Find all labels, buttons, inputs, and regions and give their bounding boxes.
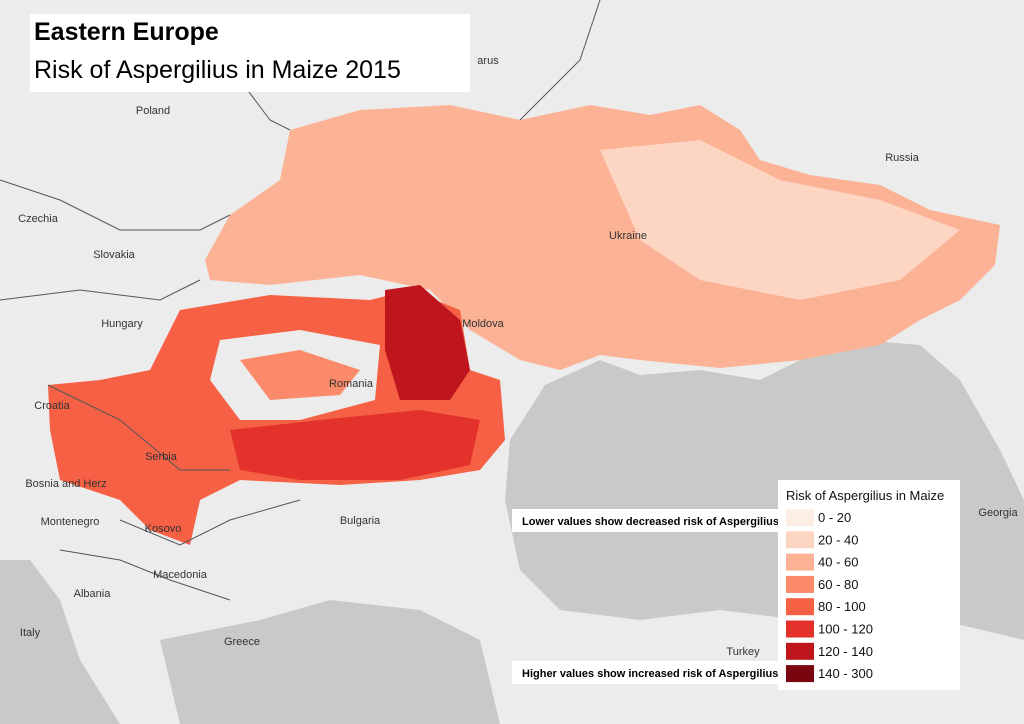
place-label: arus bbox=[477, 55, 499, 67]
place-label: Czechia bbox=[18, 213, 59, 225]
legend-swatch bbox=[786, 509, 814, 526]
place-label: Greece bbox=[224, 636, 260, 648]
place-label: Poland bbox=[136, 105, 170, 117]
legend-swatch bbox=[786, 531, 814, 549]
legend-label: 100 - 120 bbox=[818, 622, 873, 637]
moldova-border-risk bbox=[385, 285, 470, 400]
place-label: Montenegro bbox=[41, 516, 100, 528]
ukraine-risk bbox=[205, 105, 1000, 370]
place-label: Moldova bbox=[462, 318, 504, 330]
place-label: Slovakia bbox=[93, 249, 135, 261]
place-label: Turkey bbox=[726, 646, 760, 658]
danube-risk bbox=[230, 410, 480, 480]
legend-label: 120 - 140 bbox=[818, 644, 873, 659]
place-label: Hungary bbox=[101, 318, 143, 330]
legend-swatch bbox=[786, 575, 814, 593]
legend-label: 40 - 60 bbox=[818, 555, 858, 570]
place-label: Romania bbox=[329, 378, 374, 390]
place-label: Macedonia bbox=[153, 569, 208, 581]
place-label: Kosovo bbox=[145, 523, 182, 535]
legend-swatch bbox=[786, 642, 814, 660]
legend-label: 20 - 40 bbox=[818, 532, 858, 547]
note-box bbox=[512, 661, 778, 684]
legend-swatch bbox=[786, 620, 814, 638]
transylvania-risk bbox=[240, 350, 360, 400]
ukraine-low-risk bbox=[600, 140, 960, 300]
note-low: Lower values show decreased risk of Aspe… bbox=[522, 516, 779, 528]
place-label: Albania bbox=[74, 588, 112, 600]
country-borders bbox=[0, 0, 601, 601]
legend-label: 60 - 80 bbox=[818, 577, 858, 592]
place-label: Georgia bbox=[978, 507, 1018, 519]
title-box bbox=[30, 14, 470, 92]
adriatic-sea bbox=[0, 560, 120, 724]
place-label: Russia bbox=[885, 152, 920, 164]
place-label: Bosnia and Herz bbox=[25, 478, 106, 490]
legend-label: 0 - 20 bbox=[818, 510, 851, 525]
legend-title: Risk of Aspergilius in Maize bbox=[786, 488, 944, 503]
legend-label: 140 - 300 bbox=[818, 666, 873, 681]
place-label: Serbia bbox=[145, 451, 178, 463]
legend-swatch bbox=[786, 553, 814, 571]
note-high: Higher values show increased risk of Asp… bbox=[522, 668, 778, 680]
legend-items: 0 - 20 20 - 40 40 - 60 60 - 80 80 - 100 100 -… bbox=[786, 509, 873, 683]
note-box bbox=[512, 509, 778, 532]
place-label: Bulgaria bbox=[340, 515, 381, 527]
place-label: Italy bbox=[20, 627, 41, 639]
legend-swatch bbox=[786, 665, 814, 683]
place-label: Ukraine bbox=[609, 230, 647, 242]
place-label: Croatia bbox=[34, 400, 70, 412]
place-labels: arus Poland Czechia Slovakia Hungary Mol… bbox=[18, 55, 1018, 658]
subtitle: Risk of Aspergilius in Maize 2015 bbox=[34, 56, 401, 84]
title: Eastern Europe bbox=[34, 18, 219, 46]
legend-label: 80 - 100 bbox=[818, 599, 866, 614]
legend-swatch bbox=[786, 598, 814, 616]
aegean-sea bbox=[160, 600, 500, 724]
